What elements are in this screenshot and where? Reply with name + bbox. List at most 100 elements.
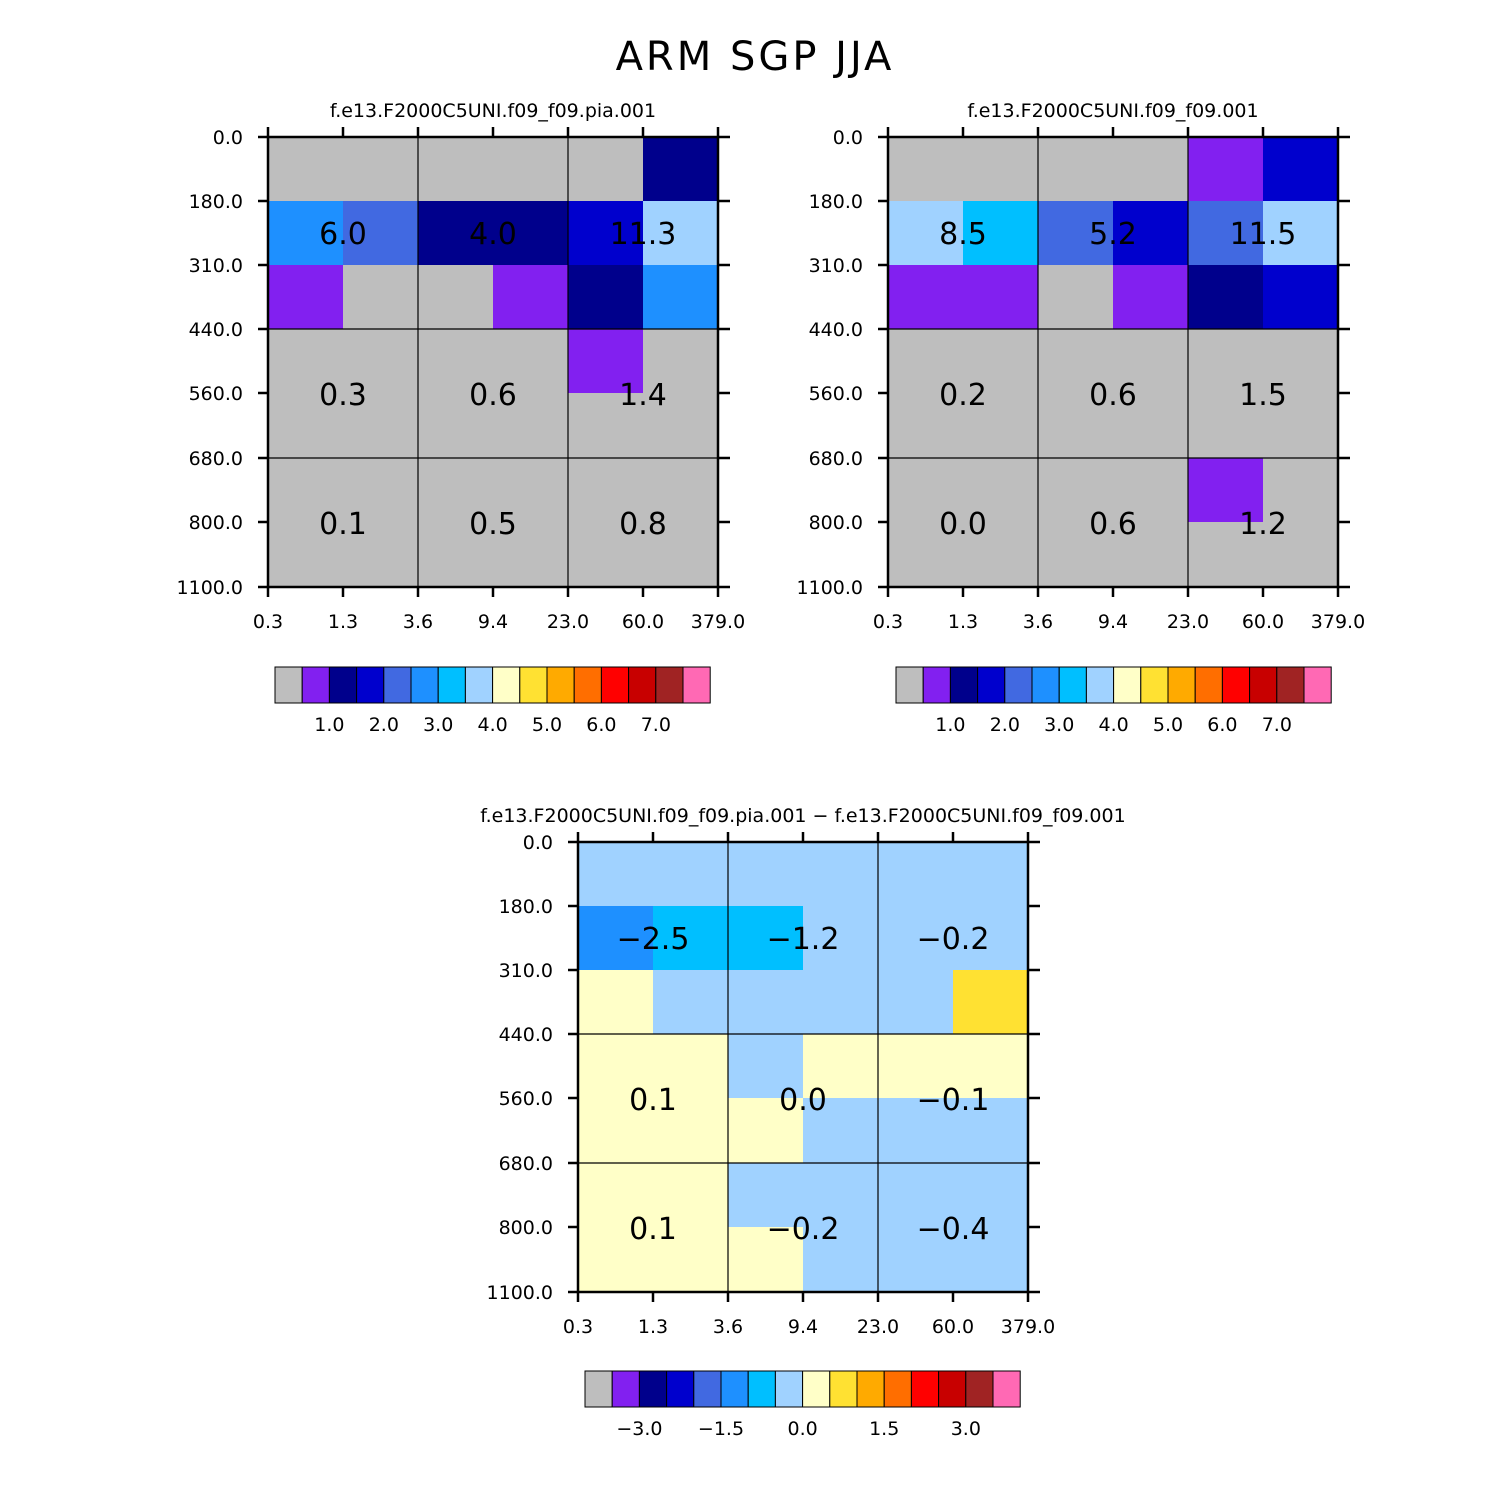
box-value-label: 0.3 <box>319 378 367 413</box>
heatmap-cell <box>268 458 344 523</box>
y-tick-label: 1100.0 <box>487 1282 553 1304</box>
heatmap-cell <box>1113 329 1189 394</box>
heatmap-cell <box>1113 265 1189 330</box>
heatmap-cell <box>493 265 569 330</box>
heatmap-cell <box>1263 522 1339 588</box>
heatmap-cell <box>888 137 964 202</box>
x-tick-label: 23.0 <box>1167 611 1209 633</box>
heatmap-cell <box>953 842 1029 907</box>
x-tick-label: 60.0 <box>1242 611 1284 633</box>
colorbar-swatch <box>410 666 439 704</box>
box-value-label: −0.2 <box>917 922 990 957</box>
colorbar-label: 4.0 <box>1098 714 1128 736</box>
y-tick-label: 310.0 <box>499 960 553 982</box>
y-tick-label: 1100.0 <box>797 577 863 599</box>
colorbar-label: 1.0 <box>314 714 344 736</box>
heatmap-cell <box>493 393 569 459</box>
box-value-label: 11.5 <box>1230 217 1297 252</box>
heatmap-cell <box>418 393 494 459</box>
colorbar-swatch <box>1249 666 1278 704</box>
colorbar-swatch <box>1276 666 1305 704</box>
heatmap-cell <box>343 265 419 330</box>
heatmap-cell <box>493 458 569 523</box>
heatmap-cell <box>343 201 419 266</box>
heatmap-cell <box>888 393 964 459</box>
colorbar-label: 3.0 <box>423 714 453 736</box>
box-value-label: 0.1 <box>629 1083 677 1118</box>
x-tick-label: 1.3 <box>638 1316 668 1338</box>
heatmap-cell <box>953 970 1029 1035</box>
panel-title: f.e13.F2000C5UNI.f09_f09.pia.001 <box>330 100 656 122</box>
x-tick-label: 379.0 <box>1001 1316 1055 1338</box>
colorbar-swatch <box>638 1370 668 1408</box>
x-tick-label: 60.0 <box>932 1316 974 1338</box>
heatmap-cell <box>728 1098 804 1164</box>
panel-pia: f.e13.F2000C5UNI.f09_f09.pia.001 0.0 180.0… <box>177 100 746 736</box>
colorbar-swatch <box>1221 666 1251 704</box>
box-value-label: 1.5 <box>1239 378 1287 413</box>
heatmap-cell <box>343 522 419 588</box>
x-tick-label: 9.4 <box>1098 611 1128 633</box>
y-tick-label: 310.0 <box>189 255 243 277</box>
y-tick-label: 800.0 <box>809 512 863 534</box>
box-value-label: 5.2 <box>1089 217 1137 252</box>
colorbar-swatch <box>829 1370 858 1408</box>
heatmap-cell <box>418 522 494 588</box>
box-value-label: 0.1 <box>629 1212 677 1247</box>
colorbar-label: 4.0 <box>477 714 507 736</box>
colorbar-label: 5.0 <box>532 714 562 736</box>
colorbar-label: 3.0 <box>1044 714 1074 736</box>
box-value-label: −1.2 <box>767 922 840 957</box>
colorbar-label: 5.0 <box>1153 714 1183 736</box>
heatmap-cell <box>963 522 1039 588</box>
heatmap-cell <box>803 1227 879 1293</box>
colorbar-swatch <box>1303 666 1332 704</box>
heatmap-cell <box>803 1034 879 1099</box>
colorbar-swatch <box>492 666 521 704</box>
heatmap-cell <box>1038 137 1114 202</box>
heatmap-cell <box>888 522 964 588</box>
heatmap-cell <box>803 1163 879 1228</box>
colorbar-swatch <box>1167 666 1196 704</box>
heatmap-cell <box>493 137 569 202</box>
heatmap-cell <box>578 1098 654 1164</box>
y-tick-label: 680.0 <box>809 448 863 470</box>
heatmap-cell <box>878 1098 954 1164</box>
box-value-label: 0.6 <box>1089 378 1137 413</box>
colorbar-swatch <box>883 1370 912 1408</box>
colorbar-swatch <box>573 666 602 704</box>
box-value-label: 1.4 <box>619 378 667 413</box>
colorbar-swatch <box>611 1370 640 1408</box>
colorbar-swatch <box>682 666 711 704</box>
heatmap-cell <box>653 970 729 1035</box>
heatmap-cell <box>568 522 644 588</box>
heatmap-cell <box>578 1227 654 1293</box>
colorbar-swatch <box>720 1370 749 1408</box>
heatmap-cell <box>728 842 804 907</box>
heatmap-cell <box>953 1227 1029 1293</box>
colorbar-swatch <box>895 666 924 704</box>
box-value-label: 0.0 <box>779 1083 827 1118</box>
heatmap-cell <box>1263 329 1339 394</box>
heatmap-cell <box>268 265 344 330</box>
box-value-label: 0.0 <box>939 507 987 542</box>
colorbar-label: 6.0 <box>1207 714 1237 736</box>
heatmap-cell <box>728 970 804 1035</box>
colorbar-swatch <box>992 1370 1021 1408</box>
colorbar-label: −1.5 <box>698 1418 744 1440</box>
colorbar-swatch <box>774 1370 804 1408</box>
x-tick-label: 0.3 <box>563 1316 593 1338</box>
colorbar-swatch <box>274 666 303 704</box>
x-tick-label: 0.3 <box>253 611 283 633</box>
y-tick-label: 180.0 <box>189 191 243 213</box>
colorbar-label: 6.0 <box>586 714 616 736</box>
y-tick-label: 560.0 <box>499 1088 553 1110</box>
heatmap-cell <box>268 137 344 202</box>
heatmap-cell <box>878 1034 954 1099</box>
heatmap-cell <box>643 137 719 202</box>
heatmap-cell <box>878 906 954 971</box>
heatmap-cell <box>268 522 344 588</box>
heatmap-cell <box>343 137 419 202</box>
heatmap-cell <box>878 970 954 1035</box>
